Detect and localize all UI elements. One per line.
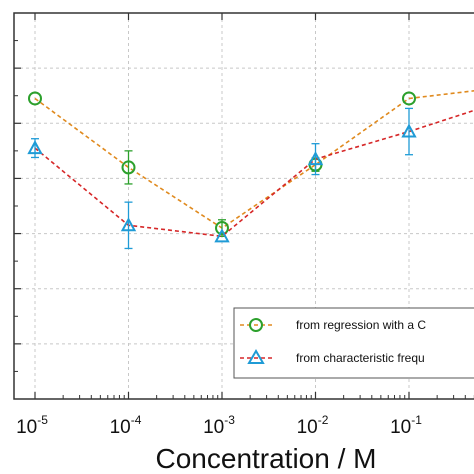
x-tick-label: 10-1: [390, 413, 422, 438]
x-tick-label: 10-2: [297, 413, 329, 438]
data-point-triangle: [307, 151, 324, 166]
data-point-circle: [28, 91, 42, 106]
x-tick-label: 10-4: [110, 413, 142, 438]
x-tick-labels: 10-510-410-310-210-110: [16, 413, 422, 438]
legend-box: [233, 307, 474, 379]
legend-label-series-2: from characteristic frequ: [296, 351, 425, 365]
x-axis-title: Concentration / M: [156, 443, 377, 474]
data-point-triangle: [27, 140, 43, 155]
data-point-triangle: [401, 123, 417, 138]
x-tick-label: 10-5: [16, 413, 48, 438]
axis-ticks: [14, 13, 474, 399]
data-series: [27, 89, 474, 250]
data-point-circle: [402, 91, 416, 106]
data-point-triangle: [214, 228, 230, 243]
legend-marker-series-1: [249, 318, 263, 332]
data-point-circle: [215, 221, 229, 236]
series-line-1: [34, 89, 474, 230]
data-point-circle: [121, 160, 136, 175]
legend-label-series-1: from regression with a C: [296, 318, 426, 332]
data-point-triangle: [120, 217, 137, 232]
legend-marker-series-2: [247, 349, 265, 364]
legend: from regression with a C from characteri…: [233, 307, 474, 379]
series-line-2: [34, 109, 474, 238]
x-tick-label: 10-3: [203, 413, 235, 438]
